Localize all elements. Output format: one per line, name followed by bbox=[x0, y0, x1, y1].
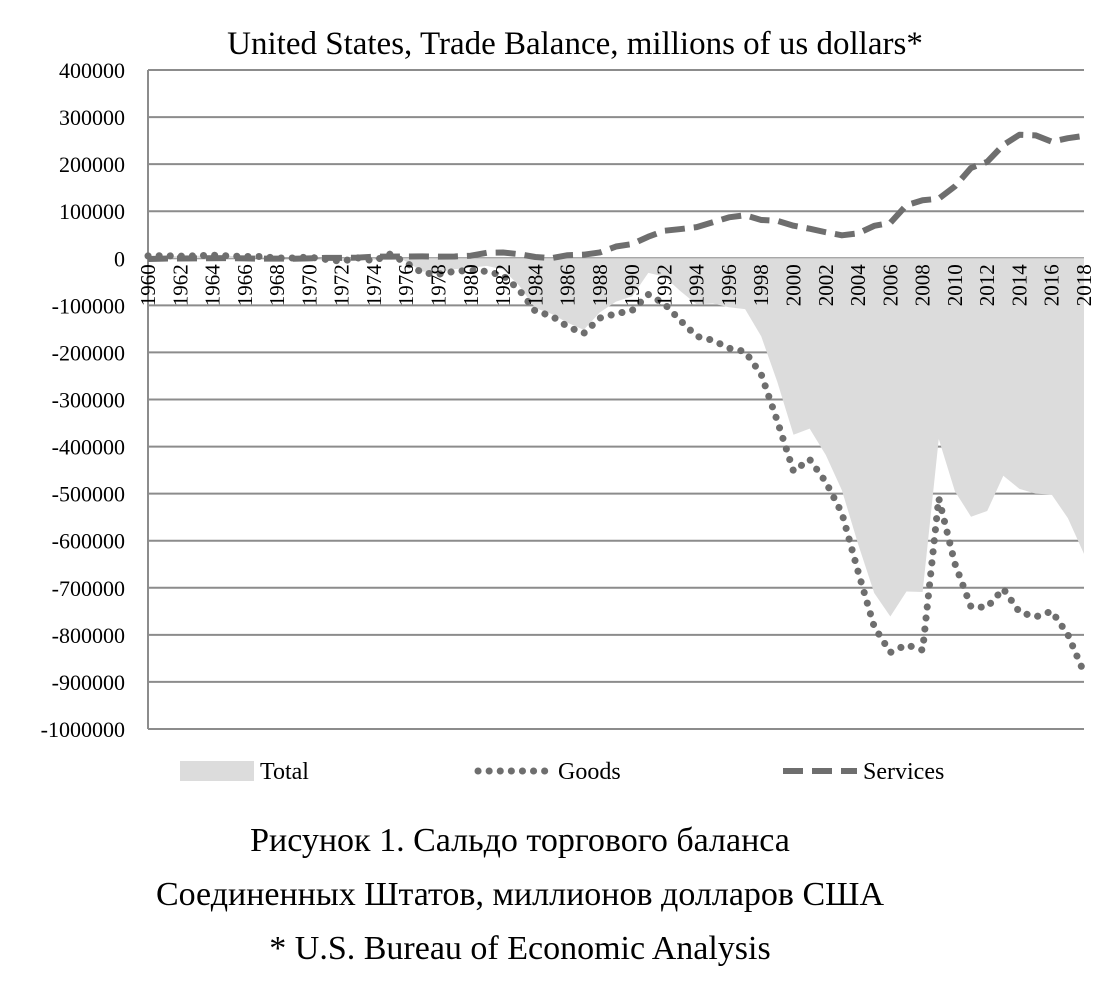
x-tick-label: 1962 bbox=[168, 264, 192, 306]
y-tick-label: -800000 bbox=[52, 623, 125, 648]
y-tick-label: -100000 bbox=[52, 293, 125, 318]
figure-caption-line-1: Рисунок 1. Сальдо торгового баланса bbox=[250, 822, 790, 859]
figure-source-note: * U.S. Bureau of Economic Analysis bbox=[269, 930, 771, 967]
x-tick-label: 1960 bbox=[136, 264, 160, 306]
x-tick-label: 1968 bbox=[265, 264, 289, 306]
series-line-services bbox=[147, 131, 1085, 262]
y-tick-label: -400000 bbox=[52, 435, 125, 460]
x-tick-label: 1996 bbox=[717, 264, 741, 306]
x-tick-label: 1992 bbox=[652, 264, 676, 306]
y-tick-label: 400000 bbox=[59, 58, 125, 83]
y-tick-label: -300000 bbox=[52, 388, 125, 413]
legend-swatch-total bbox=[180, 761, 254, 781]
x-tick-label: 2006 bbox=[878, 264, 902, 306]
chart-title: United States, Trade Balance, millions o… bbox=[227, 26, 923, 62]
y-tick-label: 200000 bbox=[59, 152, 125, 177]
y-tick-label: 0 bbox=[114, 246, 125, 271]
x-tick-label: 1984 bbox=[523, 264, 547, 307]
y-tick-label: -1000000 bbox=[41, 717, 125, 742]
x-tick-label: 1986 bbox=[556, 264, 580, 306]
x-tick-label: 2000 bbox=[782, 264, 806, 306]
x-tick-label: 2018 bbox=[1072, 264, 1096, 306]
x-tick-label: 2010 bbox=[943, 264, 967, 306]
x-tick-label: 1998 bbox=[749, 264, 773, 306]
y-tick-label: -700000 bbox=[52, 576, 125, 601]
x-tick-label: 1964 bbox=[201, 264, 225, 307]
x-tick-label: 2004 bbox=[846, 264, 870, 307]
y-tick-label: -200000 bbox=[52, 340, 125, 365]
x-tick-label: 2012 bbox=[975, 264, 999, 306]
x-tick-label: 1972 bbox=[330, 264, 354, 306]
x-tick-label: 1994 bbox=[685, 264, 709, 307]
x-tick-label: 1974 bbox=[362, 264, 386, 307]
x-tick-label: 2002 bbox=[814, 264, 838, 306]
legend-label-total: Total bbox=[260, 759, 309, 785]
x-tick-label: 1982 bbox=[491, 264, 515, 306]
x-tick-label: 2014 bbox=[1007, 264, 1031, 307]
y-tick-label: 300000 bbox=[59, 105, 125, 130]
x-tick-label: 1978 bbox=[426, 264, 450, 306]
legend-label-services: Services bbox=[863, 759, 944, 785]
legend-label-goods: Goods bbox=[558, 759, 621, 785]
x-tick-label: 1980 bbox=[459, 264, 483, 306]
x-tick-label: 2008 bbox=[911, 264, 935, 306]
x-tick-label: 1966 bbox=[233, 264, 257, 306]
x-tick-label: 2016 bbox=[1040, 264, 1064, 306]
figure-caption-line-2: Соединенных Штатов, миллионов долларов С… bbox=[155, 876, 885, 913]
trade-balance-chart: United States, Trade Balance, millions o… bbox=[41, 26, 1096, 785]
y-tick-label: -500000 bbox=[52, 482, 125, 507]
x-tick-label: 1976 bbox=[394, 264, 418, 306]
series-area-total bbox=[148, 252, 1084, 617]
y-tick-label: -900000 bbox=[52, 670, 125, 695]
y-tick-label: 100000 bbox=[59, 199, 125, 224]
x-tick-label: 1970 bbox=[297, 264, 321, 306]
x-tick-label: 1988 bbox=[588, 264, 612, 306]
x-tick-label: 1990 bbox=[620, 264, 644, 306]
y-tick-label: -600000 bbox=[52, 529, 125, 554]
